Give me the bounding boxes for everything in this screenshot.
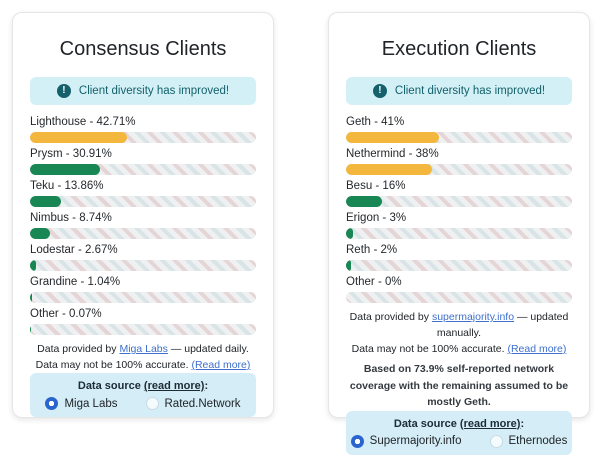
progress-track	[30, 228, 256, 239]
progress-fill	[30, 132, 127, 143]
progress-track	[346, 228, 572, 239]
supermajority-link[interactable]: supermajority.info	[432, 311, 514, 323]
client-share-label: Teku - 13.86%	[30, 179, 256, 193]
progress-fill	[346, 196, 382, 207]
execution-clients-card: Execution Clients ! Client diversity has…	[328, 12, 590, 418]
attribution-prefix: Data provided by	[350, 311, 432, 323]
client-share-row: Reth - 2%	[346, 243, 572, 271]
radio-option-supermajority[interactable]: Supermajority.info	[351, 435, 462, 448]
client-share-row: Other - 0.07%	[30, 307, 256, 335]
progress-fill	[30, 260, 36, 271]
data-source-box: Data source (read more): Supermajority.i…	[346, 411, 572, 455]
radio-label: Miga Labs	[64, 398, 117, 410]
data-source-read-more-link[interactable]: (read more)	[144, 380, 205, 392]
attribution-suffix: — updated daily.	[168, 343, 249, 355]
progress-track	[30, 292, 256, 303]
accuracy-text: Data may not be 100% accurate.	[352, 343, 508, 355]
client-share-row: Prysm - 30.91%	[30, 147, 256, 175]
progress-fill	[30, 228, 50, 239]
radio-icon[interactable]	[490, 435, 503, 448]
exclamation-circle-icon: !	[373, 84, 387, 98]
card-title-execution: Execution Clients	[346, 37, 572, 61]
data-source-title: Data source (read more):	[38, 379, 248, 394]
progress-fill	[30, 164, 100, 175]
progress-fill	[346, 260, 351, 271]
data-source-options: Miga Labs Rated.Network	[38, 397, 248, 410]
consensus-clients-card: Consensus Clients ! Client diversity has…	[12, 12, 274, 418]
progress-track	[346, 260, 572, 271]
attribution-text: Data provided by Miga Labs — updated dai…	[30, 341, 256, 373]
data-source-title: Data source (read more):	[354, 417, 564, 432]
client-share-row: Erigon - 3%	[346, 211, 572, 239]
progress-fill	[346, 164, 432, 175]
miga-labs-link[interactable]: Miga Labs	[119, 343, 167, 355]
coverage-note: Based on 73.9% self-reported network cov…	[346, 361, 572, 411]
client-share-label: Nethermind - 38%	[346, 147, 572, 161]
client-share-row: Nimbus - 8.74%	[30, 211, 256, 239]
progress-fill	[346, 132, 439, 143]
attribution-prefix: Data provided by	[37, 343, 119, 355]
progress-track	[346, 196, 572, 207]
data-source-box: Data source (read more): Miga Labs Rated…	[30, 373, 256, 417]
progress-track	[346, 292, 572, 303]
progress-track	[30, 132, 256, 143]
accuracy-text: Data may not be 100% accurate.	[36, 359, 192, 371]
client-share-row: Nethermind - 38%	[346, 147, 572, 175]
banner-text: Client diversity has improved!	[395, 85, 545, 97]
data-source-read-more-link[interactable]: (read more)	[460, 418, 521, 430]
client-share-row: Lodestar - 2.67%	[30, 243, 256, 271]
client-share-label: Other - 0%	[346, 275, 572, 289]
client-share-label: Geth - 41%	[346, 115, 572, 129]
client-share-label: Prysm - 30.91%	[30, 147, 256, 161]
client-share-label: Lodestar - 2.67%	[30, 243, 256, 257]
radio-option-ethernodes[interactable]: Ethernodes	[490, 435, 568, 448]
radio-icon[interactable]	[146, 397, 159, 410]
banner-text: Client diversity has improved!	[79, 85, 229, 97]
exclamation-circle-icon: !	[57, 84, 71, 98]
progress-fill	[30, 196, 61, 207]
progress-track	[30, 164, 256, 175]
client-share-label: Other - 0.07%	[30, 307, 256, 321]
radio-label: Supermajority.info	[370, 435, 462, 447]
client-share-label: Nimbus - 8.74%	[30, 211, 256, 225]
data-source-options: Supermajority.info Ethernodes	[354, 435, 564, 448]
client-share-row: Teku - 13.86%	[30, 179, 256, 207]
client-share-label: Besu - 16%	[346, 179, 572, 193]
diversity-status-banner: ! Client diversity has improved!	[346, 77, 572, 105]
client-share-row: Besu - 16%	[346, 179, 572, 207]
attribution-text: Data provided by supermajority.info — up…	[346, 309, 572, 357]
data-source-colon: :	[204, 380, 208, 392]
progress-fill	[30, 292, 32, 303]
client-share-label: Grandine - 1.04%	[30, 275, 256, 289]
data-source-label: Data source	[78, 380, 144, 392]
progress-fill	[346, 228, 353, 239]
radio-label: Rated.Network	[165, 398, 241, 410]
client-share-row: Other - 0%	[346, 275, 572, 303]
card-title-consensus: Consensus Clients	[30, 37, 256, 61]
progress-track	[346, 132, 572, 143]
radio-icon[interactable]	[45, 397, 58, 410]
client-share-label: Lighthouse - 42.71%	[30, 115, 256, 129]
client-share-label: Reth - 2%	[346, 243, 572, 257]
radio-icon[interactable]	[351, 435, 364, 448]
progress-track	[30, 260, 256, 271]
client-share-row: Lighthouse - 42.71%	[30, 115, 256, 143]
radio-option-rated-network[interactable]: Rated.Network	[146, 397, 241, 410]
radio-option-miga-labs[interactable]: Miga Labs	[45, 397, 117, 410]
data-source-colon: :	[520, 418, 524, 430]
client-share-label: Erigon - 3%	[346, 211, 572, 225]
client-share-row: Grandine - 1.04%	[30, 275, 256, 303]
diversity-status-banner: ! Client diversity has improved!	[30, 77, 256, 105]
progress-track	[346, 164, 572, 175]
progress-track	[30, 324, 256, 335]
read-more-link[interactable]: (Read more)	[507, 343, 566, 355]
progress-track	[30, 196, 256, 207]
radio-label: Ethernodes	[509, 435, 568, 447]
client-share-row: Geth - 41%	[346, 115, 572, 143]
client-diversity-page: Consensus Clients ! Client diversity has…	[0, 0, 600, 430]
read-more-link[interactable]: (Read more)	[191, 359, 250, 371]
data-source-label: Data source	[394, 418, 460, 430]
